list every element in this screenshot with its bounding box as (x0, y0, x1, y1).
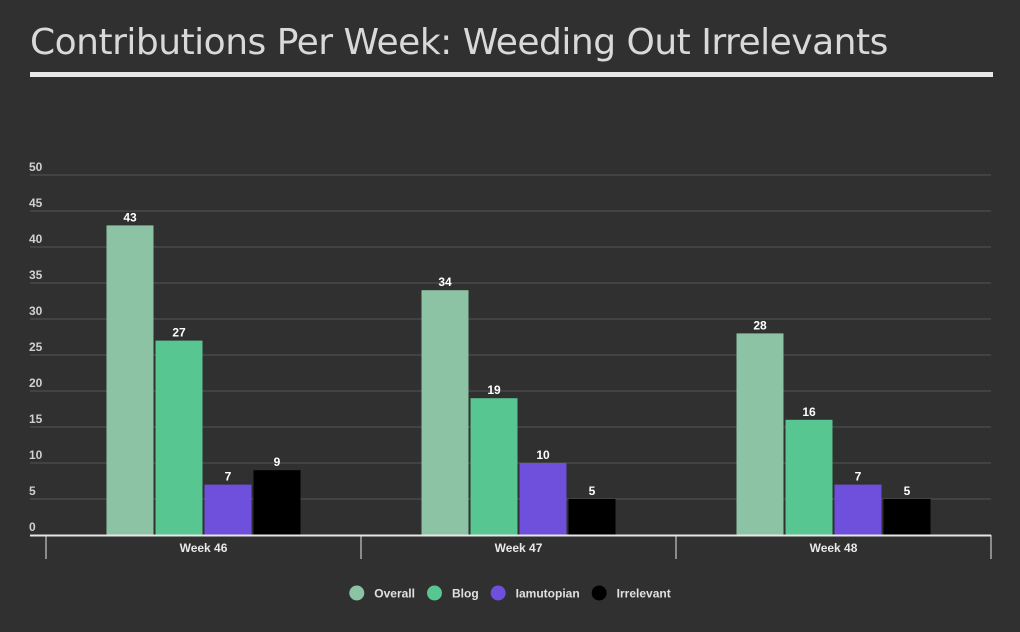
legend-label-blog: Blog (452, 587, 479, 601)
data-label: 7 (855, 470, 862, 484)
bar-blog-week-48 (785, 419, 833, 535)
bar-blog-week-47 (470, 398, 518, 535)
title-underline (30, 72, 993, 77)
legend-label-overall: Overall (374, 587, 415, 601)
data-label: 10 (536, 448, 550, 462)
legend-swatch-irrelevant (591, 585, 607, 601)
legend-swatch-blog (426, 585, 442, 601)
y-tick-label: 50 (29, 160, 43, 174)
y-axis-ticks: 0 5 10 15 20 25 30 35 40 45 50 (29, 160, 43, 534)
data-label: 9 (274, 455, 281, 469)
legend: Overall Blog Iamutopian Irrelevant (349, 585, 671, 601)
data-label: 27 (172, 326, 186, 340)
data-label: 5 (904, 484, 911, 498)
data-labels: 43 27 7 9 34 19 10 5 28 16 7 5 (123, 210, 910, 498)
bar-irrelevant-week-47 (568, 499, 616, 535)
bar-iamutopian-week-48 (834, 484, 882, 535)
y-tick-label: 0 (29, 520, 36, 534)
legend-swatch-iamutopian (490, 585, 506, 601)
data-label: 28 (753, 318, 767, 332)
bars (106, 225, 931, 535)
y-tick-label: 45 (29, 196, 43, 210)
y-tick-label: 5 (29, 484, 36, 498)
bar-iamutopian-week-46 (204, 484, 252, 535)
x-tick-label: Week 47 (495, 541, 543, 555)
bar-irrelevant-week-48 (883, 499, 931, 535)
x-tick-label: Week 48 (810, 541, 858, 555)
legend-swatch-overall (349, 585, 365, 601)
data-label: 16 (802, 405, 816, 419)
bar-overall-week-47 (421, 290, 469, 535)
y-tick-label: 35 (29, 268, 43, 282)
legend-label-iamutopian: Iamutopian (516, 587, 580, 601)
bar-blog-week-46 (155, 340, 203, 535)
data-label: 5 (589, 484, 596, 498)
data-label: 7 (225, 470, 232, 484)
y-tick-label: 30 (29, 304, 43, 318)
data-label: 19 (487, 383, 501, 397)
bar-overall-week-46 (106, 225, 154, 535)
bar-iamutopian-week-47 (519, 463, 567, 535)
data-label: 34 (438, 275, 452, 289)
y-tick-label: 25 (29, 340, 43, 354)
chart-title: Contributions Per Week: Weeding Out Irre… (30, 22, 888, 63)
y-tick-label: 10 (29, 448, 43, 462)
y-tick-label: 40 (29, 232, 43, 246)
data-label: 43 (123, 210, 137, 224)
y-tick-label: 15 (29, 412, 43, 426)
x-tick-label: Week 46 (180, 541, 228, 555)
bar-irrelevant-week-46 (253, 470, 301, 535)
y-tick-label: 20 (29, 376, 43, 390)
x-axis: Week 46 Week 47 Week 48 (30, 534, 992, 559)
legend-label-irrelevant: Irrelevant (617, 587, 671, 601)
bar-overall-week-48 (736, 333, 784, 535)
